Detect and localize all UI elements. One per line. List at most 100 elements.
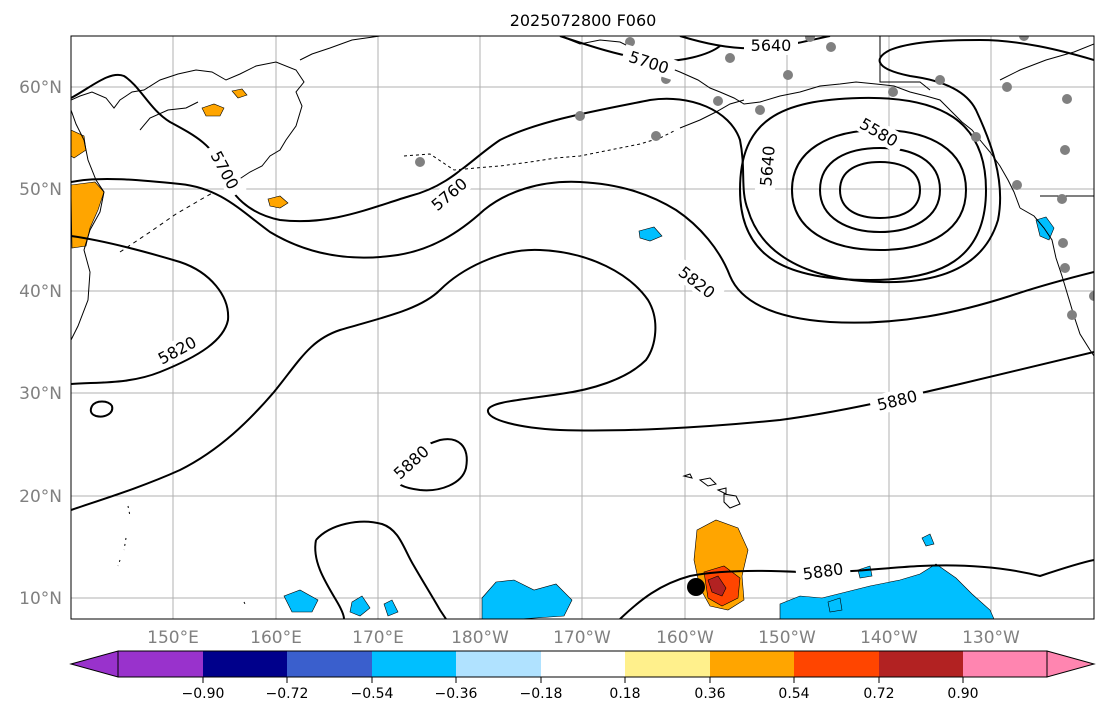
colorbar-tick-label: −0.54	[351, 686, 394, 702]
colorbar: −0.90 −0.72 −0.54 −0.36 −0.18 0.18 0.36 …	[69, 650, 1096, 702]
station	[755, 105, 765, 115]
contour-5580	[790, 128, 968, 252]
colorbar-segment	[625, 651, 710, 677]
lon-label: 150°E	[147, 628, 199, 648]
colorbar-segment	[287, 651, 372, 677]
station	[935, 75, 945, 85]
colorbar-tick-label: 0.54	[778, 686, 809, 702]
coast-hawaii-1	[682, 473, 693, 479]
coast-hawaii-2	[698, 477, 717, 487]
shade-east-blue-4	[827, 597, 843, 613]
station	[575, 111, 585, 121]
lon-label: 180°W	[451, 628, 509, 648]
colorbar-tick-label: −0.36	[435, 686, 478, 702]
station	[1002, 82, 1012, 92]
station	[1089, 291, 1094, 301]
station	[713, 96, 723, 106]
coast-japan	[71, 109, 105, 341]
colorbar-tick-label: −0.90	[182, 686, 225, 702]
colorbar-segment	[794, 651, 879, 677]
contour-label: 5640	[751, 36, 792, 55]
storm-center-marker	[687, 578, 705, 596]
station	[1058, 238, 1068, 248]
colorbar-tick-label: −0.72	[266, 686, 309, 702]
map-title: 2025072800 F060	[510, 11, 657, 30]
lon-label: 170°E	[352, 628, 404, 648]
contour-5640-outer	[738, 96, 988, 282]
station	[1062, 94, 1072, 104]
stations	[415, 36, 1094, 320]
shade-sw-blue-1	[283, 589, 319, 613]
contour-5880-east	[619, 559, 1094, 619]
colorbar-extend-low	[69, 650, 119, 678]
colorbar-segment	[118, 651, 203, 677]
lat-label: 30°N	[19, 384, 62, 404]
station	[1060, 263, 1070, 273]
lon-label: 150°W	[758, 628, 816, 648]
station	[1012, 180, 1022, 190]
colorbar-segment	[456, 651, 541, 677]
shaded-anomalies	[71, 88, 1055, 619]
station	[1067, 310, 1077, 320]
coast-hawaii-big	[723, 493, 741, 509]
contour-label: 5640	[756, 145, 778, 187]
shade-hawaii-darkred	[707, 575, 727, 597]
shade-sw-blue-2	[349, 595, 371, 617]
shade-east-blue-3	[921, 533, 935, 547]
coast-asia-north	[71, 61, 305, 181]
lat-label: 20°N	[19, 487, 62, 507]
lon-label: 170°W	[553, 628, 611, 648]
coast-hawaii-3	[716, 487, 727, 495]
station	[826, 42, 836, 52]
colorbar-segment	[710, 651, 794, 677]
lat-label: 40°N	[19, 282, 62, 302]
lon-label: 160°E	[250, 628, 302, 648]
lat-label: 10°N	[19, 589, 62, 609]
contour-5820-east	[71, 248, 1094, 511]
station	[888, 87, 898, 97]
contour-5820	[71, 235, 230, 385]
station	[1019, 36, 1029, 41]
colorbar-tick-label: 0.36	[694, 686, 725, 702]
contour-5760	[71, 177, 1094, 324]
station	[805, 36, 815, 42]
contour-5880-south	[315, 520, 447, 619]
lon-label: 140°W	[860, 628, 918, 648]
shade-central-blue	[638, 226, 663, 242]
coast-kamchatka	[299, 36, 381, 61]
contour-5880-ring	[89, 400, 114, 418]
shade-westcoast-blue	[1035, 216, 1055, 241]
colorbar-tick-label: −0.18	[520, 686, 563, 702]
contour-inner-1	[818, 146, 942, 234]
lat-label: 60°N	[19, 78, 62, 98]
station	[783, 70, 793, 80]
station	[971, 132, 981, 142]
colorbar-segment	[372, 651, 456, 677]
lon-label: 130°W	[962, 628, 1020, 648]
colorbar-tick-label: 0.72	[863, 686, 894, 702]
shade-okhotsk-1	[201, 103, 225, 117]
coast-kurils	[119, 191, 215, 253]
coast-canada-inner	[999, 43, 1094, 81]
lon-labels: 150°E 160°E 170°E 180°W 170°W 160°W 150°…	[147, 628, 1020, 648]
colorbar-tick-label: 0.18	[609, 686, 640, 702]
shade-japan-orange	[71, 181, 105, 249]
station	[1060, 145, 1070, 155]
colorbar-segment	[541, 651, 625, 677]
contour-inner-2	[838, 160, 922, 220]
station	[1057, 194, 1067, 204]
lon-label: 160°W	[656, 628, 714, 648]
contour-5880-south-w	[314, 539, 345, 619]
lat-label: 50°N	[19, 180, 62, 200]
shade-kamchatka	[267, 195, 289, 209]
colorbar-segment	[963, 651, 1047, 677]
colorbar-outline	[117, 650, 1048, 678]
station	[651, 131, 661, 141]
coast-canada-west	[1019, 207, 1094, 357]
station	[725, 53, 735, 63]
colorbar-extend-high	[1046, 650, 1096, 678]
coast-okhotsk	[139, 101, 199, 131]
shade-south-blue-1	[481, 579, 573, 619]
shade-okhotsk-2	[231, 88, 248, 99]
